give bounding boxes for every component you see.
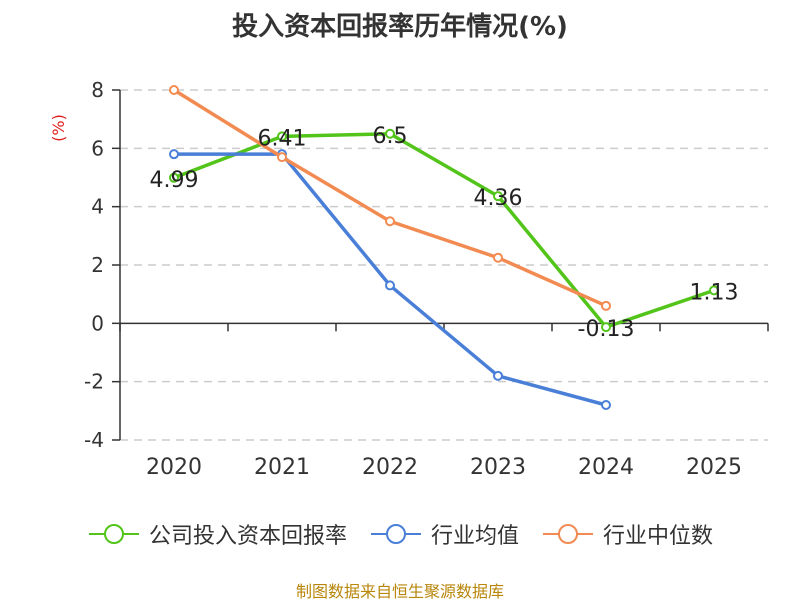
grid-lines bbox=[120, 89, 768, 441]
x-tick-label: 2021 bbox=[254, 455, 310, 480]
y-tick-label: -2 bbox=[84, 370, 104, 394]
data-point bbox=[601, 322, 611, 333]
series-line bbox=[173, 88, 607, 308]
y-tick-label: 6 bbox=[91, 136, 104, 160]
data-point bbox=[169, 172, 179, 183]
data-label: 4.99 bbox=[150, 168, 199, 193]
data-point bbox=[493, 191, 503, 202]
y-tick-label: 4 bbox=[91, 195, 104, 219]
data-point bbox=[601, 400, 611, 410]
data-label: 1.13 bbox=[690, 280, 739, 305]
legend: 公司投入资本回报率 行业均值 行业中位数 bbox=[0, 518, 800, 550]
x-tick-label: 2020 bbox=[146, 455, 202, 480]
y-tick-label: -4 bbox=[84, 428, 104, 452]
legend-label: 行业均值 bbox=[430, 524, 519, 549]
chart-title: 投入资本回报率历年情况(%) bbox=[232, 12, 568, 42]
legend-marker-icon bbox=[370, 524, 421, 544]
series-lines bbox=[169, 85, 719, 410]
source-footer: 制图数据来自恒生聚源数据库 bbox=[295, 582, 504, 601]
legend-item[interactable]: 行业中位数 bbox=[541, 518, 713, 550]
data-point bbox=[601, 300, 611, 311]
legend-label: 行业中位数 bbox=[603, 524, 714, 549]
axes: 8 6 4 2 0 -2 -4 2020 2021 2022 2023 2024 2025 (%) bbox=[49, 78, 769, 480]
data-labels: 4.99 6.41 6.5 4.36 -0.13 1.13 bbox=[150, 124, 739, 342]
data-point bbox=[493, 252, 503, 263]
x-tick-label: 2022 bbox=[362, 455, 418, 480]
series-line bbox=[174, 152, 607, 407]
y-tick-label: 2 bbox=[91, 253, 104, 277]
data-point bbox=[277, 131, 287, 142]
data-point bbox=[169, 149, 179, 160]
data-label: 6.5 bbox=[373, 124, 408, 149]
line-chart: 8 6 4 2 0 -2 -4 2020 2021 2022 2023 2024 2025 (%) 4.9… bbox=[49, 78, 769, 480]
data-label: -0.13 bbox=[578, 317, 635, 342]
data-point bbox=[385, 216, 395, 227]
y-axis-label: (%) bbox=[49, 114, 68, 142]
data-point bbox=[385, 280, 395, 291]
data-point bbox=[277, 152, 287, 163]
y-tick-label: 8 bbox=[91, 78, 104, 102]
data-label: 6.41 bbox=[258, 126, 307, 151]
legend-marker-icon bbox=[543, 524, 593, 544]
legend-label: 公司投入资本回报率 bbox=[148, 524, 347, 549]
legend-item[interactable]: 公司投入资本回报率 bbox=[87, 518, 347, 550]
y-tick-label: 0 bbox=[91, 311, 104, 335]
data-point bbox=[709, 285, 719, 296]
x-tick-label: 2023 bbox=[470, 455, 526, 480]
legend-marker-icon bbox=[88, 524, 139, 544]
data-label: 4.36 bbox=[474, 186, 523, 211]
data-point bbox=[169, 85, 179, 95]
legend-item[interactable]: 行业均值 bbox=[369, 518, 519, 550]
data-point bbox=[493, 370, 503, 381]
x-tick-label: 2025 bbox=[686, 455, 742, 480]
series-line bbox=[173, 132, 715, 329]
x-tick-label: 2024 bbox=[578, 455, 634, 480]
data-point bbox=[385, 128, 395, 139]
